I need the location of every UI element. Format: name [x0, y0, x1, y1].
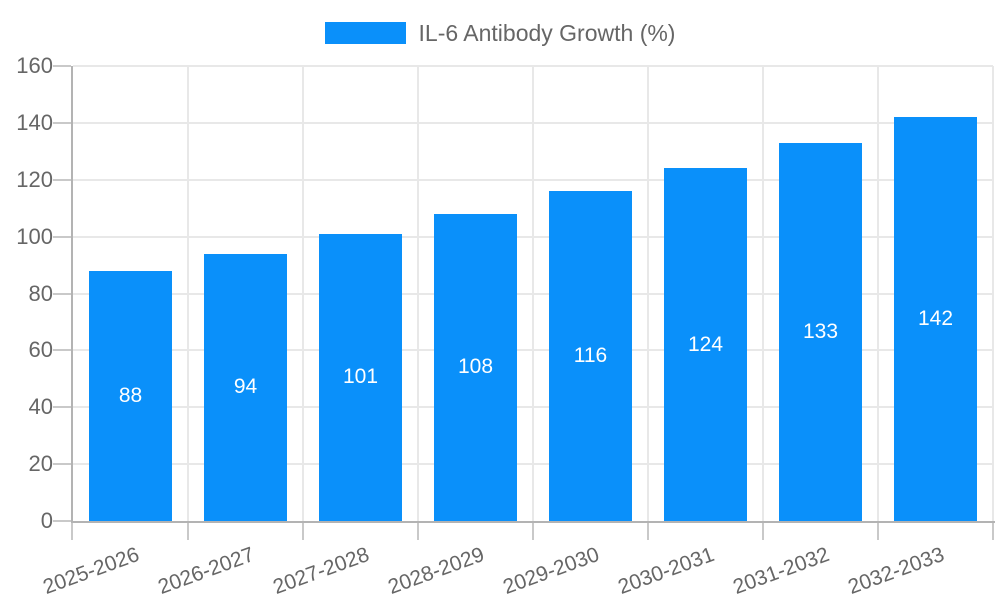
x-axis-tick — [532, 523, 534, 540]
y-axis-tick — [53, 65, 71, 67]
x-axis-tick — [762, 523, 764, 540]
x-tick-label: 2030-2031 — [615, 543, 718, 599]
x-axis-tick — [417, 523, 419, 540]
x-gridline — [187, 66, 189, 521]
y-axis-tick — [53, 520, 71, 522]
y-axis-tick — [53, 349, 71, 352]
x-axis-tick — [71, 523, 73, 540]
y-tick-label: 140 — [16, 109, 53, 135]
x-gridline — [762, 66, 764, 521]
bar: 133 — [779, 142, 862, 521]
x-axis-tick — [302, 523, 304, 540]
legend[interactable]: IL-6 Antibody Growth (%) — [0, 20, 1000, 46]
x-tick-label: 2025-2026 — [40, 543, 143, 599]
x-gridline — [647, 66, 649, 521]
y-axis-tick — [53, 178, 71, 181]
legend-marker[interactable] — [324, 22, 406, 44]
x-axis-tick — [877, 523, 879, 540]
y-tick-label: 20 — [28, 451, 53, 477]
x-gridline — [877, 66, 879, 521]
y-axis-tick — [53, 235, 71, 238]
bar-value-label: 116 — [573, 344, 608, 368]
bar-value-label: 101 — [342, 365, 379, 389]
bar: 88 — [89, 270, 172, 521]
x-tick-label: 2027-2028 — [270, 543, 373, 599]
y-tick-label: 100 — [16, 223, 53, 249]
y-tick-label: 120 — [16, 166, 53, 192]
y-tick-label: 0 — [40, 508, 53, 533]
x-gridline — [417, 66, 419, 521]
bar-value-label: 124 — [687, 332, 724, 356]
x-tick-label: 2026-2027 — [155, 543, 258, 599]
x-gridline — [992, 66, 994, 521]
plot-area: 88 94 101 108 116 124 133 142 — [53, 65, 995, 540]
x-axis-tick — [647, 523, 649, 540]
x-tick-label: 2031-2032 — [730, 543, 833, 599]
bar: 116 — [549, 191, 632, 521]
x-gridline — [302, 66, 304, 521]
bar: 124 — [664, 168, 747, 521]
y-axis-tick-labels: 0 20 40 60 80 100 120 140 160 — [0, 54, 53, 533]
x-tick-label: 2029-2030 — [500, 543, 603, 599]
bar: 142 — [894, 117, 977, 521]
y-tick-label: 40 — [28, 394, 53, 420]
x-gridline — [532, 66, 534, 521]
bar: 108 — [434, 213, 517, 521]
x-axis-tick-labels: 2025-2026 2026-2027 2027-2028 2028-2029 2029… — [40, 543, 993, 600]
y-tick-label: 160 — [16, 53, 53, 78]
bar-value-label: 88 — [118, 383, 143, 407]
bar: 101 — [319, 233, 402, 521]
x-tick-label: 2028-2029 — [385, 543, 488, 599]
y-axis-line — [71, 66, 73, 523]
bar-value-label: 133 — [802, 319, 839, 343]
y-tick-label: 60 — [28, 337, 53, 363]
y-axis-tick — [53, 463, 71, 466]
x-axis-tick — [187, 523, 189, 540]
y-axis-tick — [53, 121, 71, 124]
x-axis-line — [71, 521, 995, 523]
x-axis-tick — [992, 523, 994, 540]
x-tick-label: 2032-2033 — [845, 543, 948, 599]
y-axis-tick — [53, 292, 71, 295]
y-tick-label: 80 — [28, 280, 53, 306]
bar: 94 — [204, 253, 287, 521]
bar-value-label: 108 — [457, 355, 494, 379]
bar-value-label: 142 — [917, 307, 954, 331]
y-axis-tick — [53, 406, 71, 409]
bar-value-label: 94 — [233, 375, 258, 399]
legend-label[interactable]: IL-6 Antibody Growth (%) — [418, 20, 676, 46]
